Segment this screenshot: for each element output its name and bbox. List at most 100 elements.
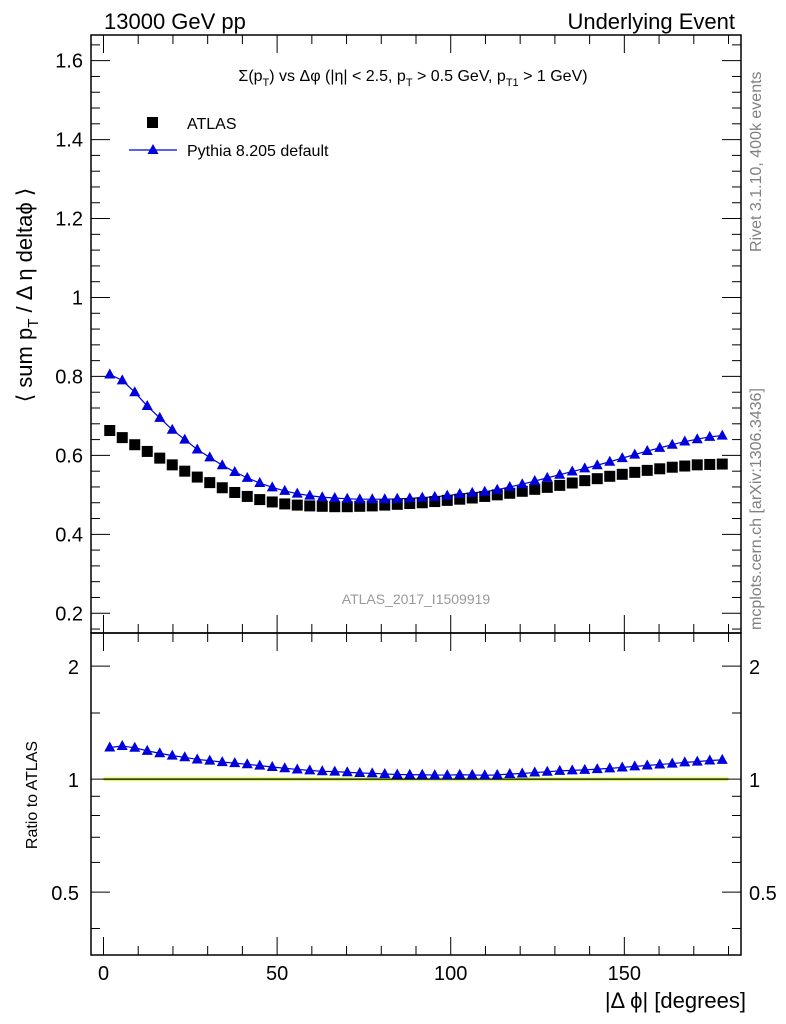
atlas-point <box>616 468 628 480</box>
atlas-point <box>204 477 216 489</box>
atlas-point <box>341 501 353 513</box>
legend-atlas-label: ATLAS <box>187 116 237 133</box>
ratio-pythia-point <box>666 757 678 768</box>
pythia-point <box>416 491 428 502</box>
atlas-point <box>404 498 416 510</box>
ratio-reference-band <box>103 777 729 782</box>
ratio-pythia-point <box>154 747 166 758</box>
ratio-pythia-point <box>429 769 441 780</box>
main-y-tick-label: 1.4 <box>55 130 83 152</box>
atlas-point <box>716 458 728 470</box>
rivet-info-label: Rivet 3.1.10, 400k events <box>748 71 765 252</box>
ratio-pythia-point <box>116 740 128 751</box>
pythia-point <box>179 433 191 444</box>
pythia-point <box>491 483 503 494</box>
ratio-pythia-point <box>629 760 641 771</box>
pythia-point <box>466 486 478 497</box>
ylabel-part-c: / Δ η deltaϕ ⟩ <box>12 188 37 319</box>
pythia-point <box>154 411 166 422</box>
atlas-point <box>654 463 666 475</box>
atlas-point <box>416 497 428 509</box>
pythia-point <box>316 491 328 502</box>
pythia-point <box>654 441 666 452</box>
atlas-point <box>104 425 116 437</box>
pythia-point <box>454 488 466 499</box>
ylabel-part-a: ⟨ sum p <box>12 328 37 403</box>
atlas-point <box>491 489 503 501</box>
atlas-point <box>229 486 241 498</box>
legend-pythia-marker <box>147 144 159 154</box>
atlas-point <box>266 496 278 508</box>
pythia-point <box>366 493 378 504</box>
ratio-pythia-point <box>216 756 228 767</box>
main-y-tick-label: 0.4 <box>55 524 83 546</box>
ratio-pythia-point <box>591 763 603 774</box>
pythia-point <box>479 485 491 496</box>
ratio-pythia-point <box>341 766 353 777</box>
pythia-point <box>391 492 403 503</box>
main-axis-ticks: 0.2 0.4 0.6 0.8 1 1.2 1.4 1.6 <box>55 35 741 633</box>
pythia-point <box>441 489 453 500</box>
atlas-point <box>279 498 291 510</box>
atlas-point <box>379 499 391 511</box>
pythia-point <box>329 492 341 503</box>
title-part-c: ) vs Δφ (|η| < 2.5, p <box>269 68 406 85</box>
ratio-pythia-point <box>379 767 391 778</box>
ratio-pythia-point <box>191 753 203 764</box>
atlas-point <box>141 445 153 457</box>
ratio-pythia-point <box>279 762 291 773</box>
ratio-pythia-point <box>579 763 591 774</box>
ratio-pythia-point <box>404 768 416 779</box>
pythia-point <box>191 443 203 454</box>
pythia-point <box>354 493 366 504</box>
ratio-pythia-point <box>179 751 191 762</box>
ratio-pythia-point <box>104 741 116 752</box>
atlas-point <box>604 470 616 482</box>
pythia-point <box>229 465 241 476</box>
ratio-pythia-point <box>704 754 716 765</box>
x-tick-label: 0 <box>98 963 109 985</box>
ratio-pythia-point <box>541 765 553 776</box>
ratio-plot-frame <box>90 632 742 956</box>
ratio-pythia-point <box>254 759 266 770</box>
ratio-pythia-point <box>616 761 628 772</box>
header-right-label: Underlying Event <box>567 9 735 34</box>
ratio-pythia-point <box>479 769 491 780</box>
x-tick-label: 100 <box>434 963 467 985</box>
atlas-point <box>179 465 191 477</box>
title-part-d: T <box>406 77 413 89</box>
pythia-point <box>216 459 228 470</box>
pythia-point <box>279 484 291 495</box>
pythia-point <box>204 451 216 462</box>
pythia-point <box>691 433 703 444</box>
ratio-y-tick-label-right: 2 <box>749 657 760 679</box>
atlas-point <box>391 498 403 510</box>
atlas-point <box>316 500 328 512</box>
header-left-label: 13000 GeV pp <box>104 9 246 34</box>
ratio-pythia-point <box>329 765 341 776</box>
atlas-point <box>679 460 691 472</box>
atlas-point <box>366 500 378 512</box>
atlas-point <box>641 464 653 476</box>
ratio-pythia-point <box>129 741 141 752</box>
pythia-point <box>104 368 116 379</box>
pythia-point <box>704 430 716 441</box>
ratio-pythia-point <box>141 744 153 755</box>
pythia-point <box>404 492 416 503</box>
ratio-pythia-point <box>391 768 403 779</box>
atlas-point <box>529 483 541 495</box>
pythia-point <box>266 481 278 492</box>
ylabel-part-b: T <box>25 319 42 328</box>
pythia-point <box>529 475 541 486</box>
mcplots-info-label: mcplots.cern.ch [arXiv:1306.3436] <box>748 388 765 630</box>
pythia-point <box>566 465 578 476</box>
atlas-point <box>191 471 203 483</box>
ratio-pythia-point <box>554 764 566 775</box>
pythia-point <box>516 478 528 489</box>
atlas-point <box>591 473 603 485</box>
atlas-point <box>166 459 178 471</box>
pythia-point <box>341 492 353 503</box>
main-y-axis-label: ⟨ sum pT / Δ η deltaϕ ⟩ <box>12 188 42 403</box>
title-part-g: > 1 GeV) <box>519 68 588 85</box>
